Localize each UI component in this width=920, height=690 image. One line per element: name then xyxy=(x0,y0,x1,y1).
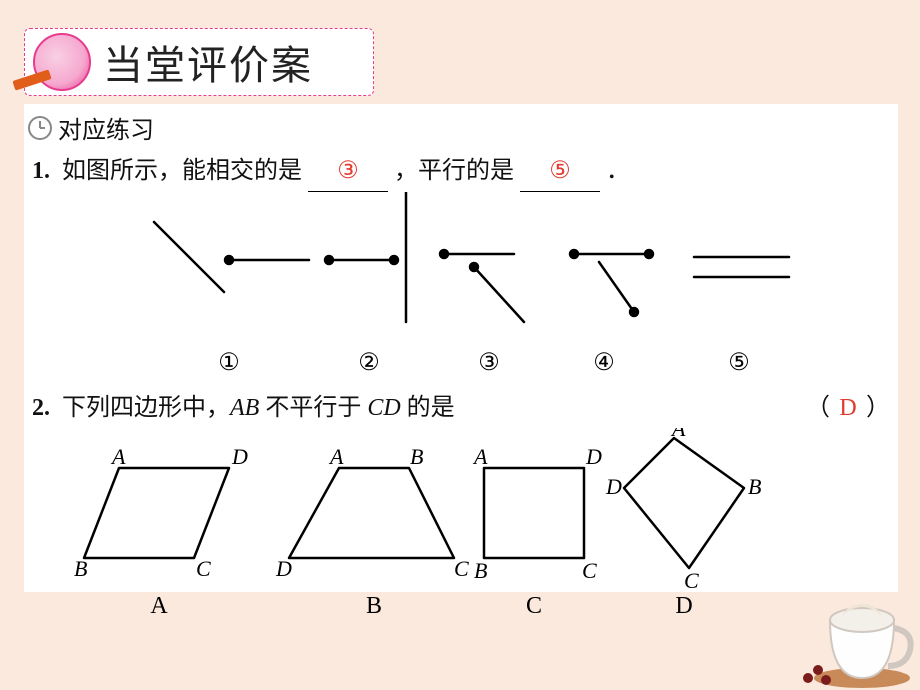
q2-opt-d: D xyxy=(675,593,692,619)
q1-label-3: ③ xyxy=(478,350,500,376)
q1-blank-1: ③ xyxy=(308,151,388,192)
svg-text:A: A xyxy=(472,444,488,469)
svg-text:A: A xyxy=(328,444,344,469)
q2-opt-b: B xyxy=(366,593,382,619)
section-header: 对应练习 xyxy=(24,104,898,145)
q1-blank-2: ⑤ xyxy=(520,151,600,192)
q2-text: 下列四边形中，AB 不平行于 CD 的是 xyxy=(62,395,455,421)
svg-text:A: A xyxy=(110,444,126,469)
svg-text:D: D xyxy=(605,474,622,499)
svg-text:D: D xyxy=(231,444,248,469)
q2-number: 2. xyxy=(32,395,50,421)
svg-text:C: C xyxy=(196,556,211,581)
flower-icon xyxy=(33,33,91,91)
svg-text:A: A xyxy=(670,428,686,441)
q1-label-1: ① xyxy=(218,350,240,376)
q1-label-2: ② xyxy=(358,350,380,376)
q2-paren: （D） xyxy=(806,388,890,428)
q2-opt-a: A xyxy=(150,593,168,619)
svg-text:C: C xyxy=(454,556,469,581)
q1-text-a: 如图所示，能相交的是 xyxy=(62,158,302,184)
svg-text:B: B xyxy=(410,444,423,469)
q1-text-b: ，平行的是 xyxy=(394,158,514,184)
q2-figures: AD BC AB DC AD BC AB CD A B C D xyxy=(24,428,898,628)
q2-answer: D xyxy=(830,388,866,428)
q1-label-4: ④ xyxy=(593,350,615,376)
section-title: 对应练习 xyxy=(58,110,154,145)
svg-text:B: B xyxy=(474,558,487,583)
worksheet: 对应练习 1. 如图所示，能相交的是 ③ ，平行的是 ⑤ ． xyxy=(24,104,898,592)
svg-text:C: C xyxy=(582,558,597,583)
q2-opt-c: C xyxy=(526,593,542,619)
banner-title: 当堂评价案 xyxy=(103,33,313,91)
svg-text:B: B xyxy=(74,556,87,581)
question-1: 1. 如图所示，能相交的是 ③ ，平行的是 ⑤ ． xyxy=(24,145,898,192)
q1-figures: ① ② ③ ④ ⑤ xyxy=(24,192,898,382)
coffee-cup-icon xyxy=(780,550,920,690)
banner: 当堂评价案 xyxy=(24,28,374,96)
svg-text:D: D xyxy=(275,556,292,581)
svg-text:B: B xyxy=(748,474,761,499)
q1-label-5: ⑤ xyxy=(728,350,750,376)
svg-text:C: C xyxy=(684,568,699,593)
question-2: 2. 下列四边形中，AB 不平行于 CD 的是 （D） xyxy=(24,382,898,428)
svg-text:D: D xyxy=(585,444,602,469)
q1-period: ． xyxy=(606,158,630,184)
q1-number: 1. xyxy=(32,158,50,184)
clock-icon xyxy=(28,116,52,140)
